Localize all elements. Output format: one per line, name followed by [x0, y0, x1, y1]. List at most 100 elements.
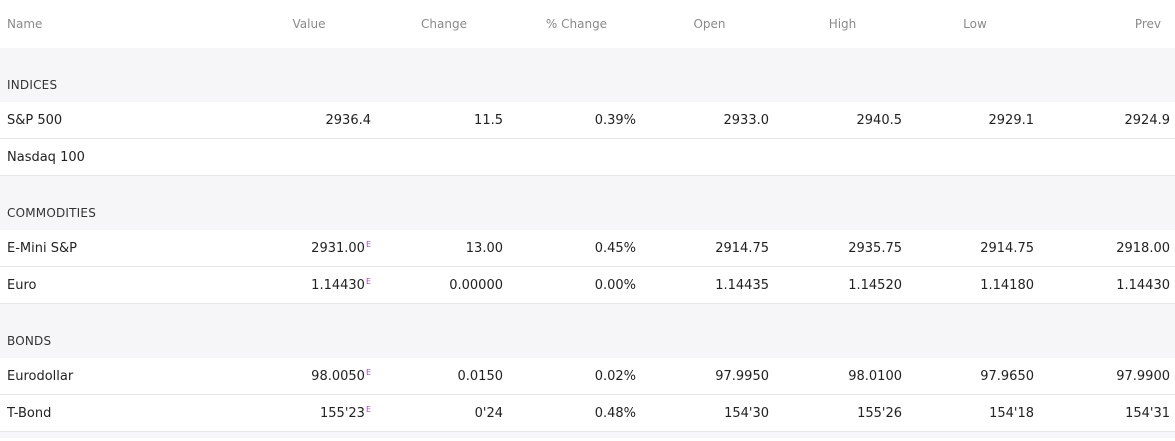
cell-value: 1.14430E — [240, 266, 378, 304]
section-header-row: INDICES — [0, 48, 1175, 102]
column-header-open[interactable]: Open — [643, 0, 776, 48]
section-title: BONDS — [7, 334, 52, 348]
section-header-cell: INDICES — [0, 48, 1175, 102]
cell-value-text: 98.0050 — [311, 369, 365, 384]
cell-high: 98.0100 — [776, 358, 909, 395]
cell-pct-change: 0.48% — [510, 394, 643, 432]
cell-change-text: 13.00 — [465, 240, 503, 256]
table-row[interactable]: T-Bond 155'23E 0'24 0.48% 154'30 155'26 154'18… — [0, 394, 1175, 432]
section-header-row: BONDS — [0, 303, 1175, 358]
cell-prev-text: 97.9900 — [1116, 368, 1170, 384]
cell-prev — [1041, 138, 1175, 176]
column-header-pct-change[interactable]: % Change — [510, 0, 643, 48]
cell-pct-change-text: 0.00% — [594, 277, 636, 293]
cell-low-text: 154'18 — [989, 405, 1034, 421]
cell-high-text: 2935.75 — [848, 240, 902, 256]
cell-pct-change-text: 0.48% — [594, 405, 636, 421]
cell-value-text: 2931.00 — [311, 241, 365, 256]
cell-high-text: 1.14520 — [848, 277, 902, 293]
cell-open-text: 97.9950 — [715, 368, 769, 384]
cell-pct-change-text: 0.39% — [594, 112, 636, 128]
table-row[interactable]: Nasdaq 100 — [0, 138, 1175, 176]
table-header-row: Name Value Change % Change Open High Low… — [0, 0, 1175, 48]
cell-prev: 97.9900 — [1041, 358, 1175, 395]
cell-change-text: 0'24 — [474, 405, 503, 421]
column-header-name[interactable]: Name — [0, 0, 240, 48]
cell-high: 155'26 — [776, 394, 909, 432]
cell-prev-text: 2918.00 — [1116, 240, 1170, 256]
cell-value-text: 1.14430 — [311, 278, 365, 293]
cell-prev: 154'31 — [1041, 394, 1175, 432]
cell-low: 154'18 — [909, 394, 1041, 432]
cell-pct-change — [510, 138, 643, 176]
cell-change: 11.5 — [378, 102, 510, 139]
cell-low-text: 2914.75 — [980, 240, 1034, 256]
instrument-name[interactable]: S&P 500 — [0, 102, 240, 139]
cell-change: 0.0150 — [378, 358, 510, 395]
cell-value: 2931.00E — [240, 230, 378, 267]
cell-high: 2935.75 — [776, 230, 909, 267]
instrument-name[interactable]: Eurodollar — [0, 358, 240, 395]
cell-high-text: 155'26 — [857, 405, 902, 421]
cell-low — [909, 138, 1041, 176]
estimate-marker: E — [365, 240, 371, 249]
cell-low: 1.14180 — [909, 266, 1041, 304]
cell-low: 2929.1 — [909, 102, 1041, 139]
cell-prev: 1.14430 — [1041, 266, 1175, 304]
cell-pct-change-text: 0.02% — [594, 368, 636, 384]
column-header-prev[interactable]: Prev — [1041, 0, 1175, 48]
instrument-name[interactable]: T-Bond — [0, 394, 240, 432]
cell-high: 1.14520 — [776, 266, 909, 304]
estimate-marker: E — [365, 368, 371, 377]
cell-prev-text: 1.14430 — [1116, 277, 1170, 293]
table-row[interactable]: S&P 500 2936.4 11.5 0.39% 2933.0 2940.5 2929.1… — [0, 102, 1175, 139]
cell-open: 2914.75 — [643, 230, 776, 267]
table-row[interactable]: E-Mini S&P 2931.00E 13.00 0.45% 2914.75 2935.… — [0, 230, 1175, 267]
cell-value: 155'23E — [240, 394, 378, 432]
section-title: COMMODITIES — [7, 206, 97, 220]
cell-high-text: 2940.5 — [856, 112, 903, 128]
table-row[interactable]: Eurodollar 98.0050E 0.0150 0.02% 97.9950 98.0… — [0, 358, 1175, 395]
cell-open: 1.14435 — [643, 266, 776, 304]
column-header-low[interactable]: Low — [909, 0, 1041, 48]
cell-open-text: 2914.75 — [715, 240, 769, 256]
cell-open: 2933.0 — [643, 102, 776, 139]
cell-low: 2914.75 — [909, 230, 1041, 267]
cell-pct-change: 0.39% — [510, 102, 643, 139]
cell-prev-text: 154'31 — [1125, 405, 1170, 421]
estimate-marker: E — [365, 277, 371, 286]
cell-open: 97.9950 — [643, 358, 776, 395]
cell-open-text: 1.14435 — [715, 277, 769, 293]
table-footer-strip — [0, 432, 1175, 438]
cell-change: 13.00 — [378, 230, 510, 267]
instrument-name[interactable]: E-Mini S&P — [0, 230, 240, 267]
cell-change-text: 0.0150 — [457, 368, 504, 384]
cell-high: 2940.5 — [776, 102, 909, 139]
cell-value-text: 155'23 — [320, 406, 365, 421]
cell-prev: 2918.00 — [1041, 230, 1175, 267]
section-header-cell: COMMODITIES — [0, 175, 1175, 230]
column-header-high[interactable]: High — [776, 0, 909, 48]
cell-value-text: 2936.4 — [325, 112, 372, 128]
cell-prev: 2924.9 — [1041, 102, 1175, 139]
cell-low-text: 2929.1 — [988, 112, 1035, 128]
estimate-marker: E — [365, 405, 371, 414]
cell-change-text: 0.00000 — [449, 277, 503, 293]
cell-open: 154'30 — [643, 394, 776, 432]
instrument-name[interactable]: Nasdaq 100 — [0, 138, 240, 176]
quotes-body: INDICES S&P 500 2936.4 11.5 0.39% 2933.0 2940.… — [0, 48, 1175, 432]
cell-value: 98.0050E — [240, 358, 378, 395]
cell-value — [240, 138, 378, 176]
table-row[interactable]: Euro 1.14430E 0.00000 0.00% 1.14435 1.14520 1.… — [0, 266, 1175, 304]
cell-change: 0.00000 — [378, 266, 510, 304]
cell-high-text: 98.0100 — [848, 368, 902, 384]
column-header-value[interactable]: Value — [240, 0, 378, 48]
instrument-name[interactable]: Euro — [0, 266, 240, 304]
column-header-change[interactable]: Change — [378, 0, 510, 48]
cell-open-text: 2933.0 — [723, 112, 770, 128]
quotes-table: Name Value Change % Change Open High Low… — [0, 0, 1175, 432]
cell-low-text: 97.9650 — [980, 368, 1034, 384]
cell-change — [378, 138, 510, 176]
cell-pct-change: 0.00% — [510, 266, 643, 304]
